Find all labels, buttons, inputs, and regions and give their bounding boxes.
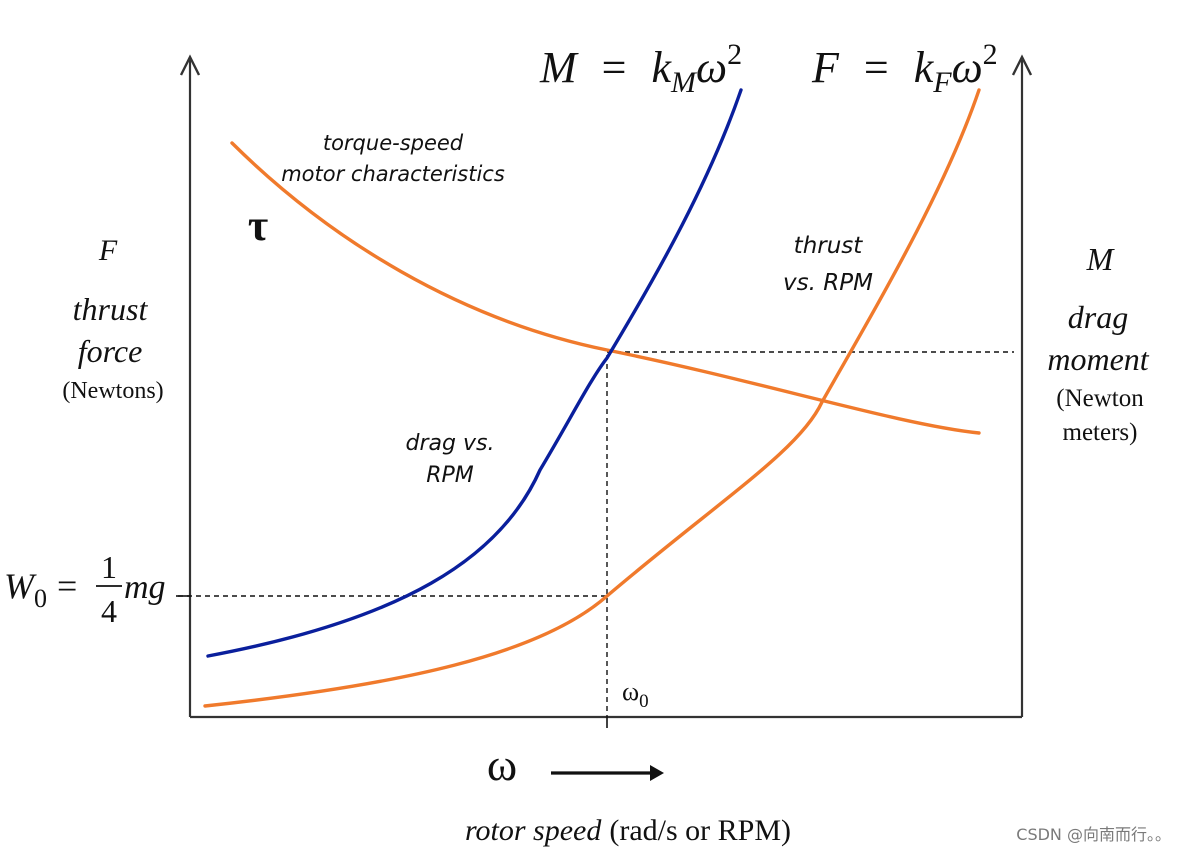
- omega-arrow-icon: [650, 765, 664, 781]
- omega0-label: ω0: [622, 677, 649, 712]
- right-axis-unit1: (Newton: [1056, 385, 1144, 412]
- left-axis-symbol: F: [98, 234, 118, 267]
- thrust-label-line1: thrust: [794, 233, 864, 259]
- drag-label-line1: drag vs.: [406, 431, 495, 456]
- omega-symbol: ω: [487, 739, 517, 790]
- force-formula: F = kFω2: [811, 38, 998, 99]
- svg-text:W0=: W0 =: [4, 566, 77, 613]
- mg-term: mg: [124, 569, 166, 606]
- fraction-numerator: 1: [101, 549, 117, 585]
- torque-label-line1: torque-speed: [323, 131, 464, 155]
- thrust-vs-rpm-curve: [203, 88, 981, 708]
- moment-formula: M = kMω2: [539, 38, 742, 99]
- right-axis-unit2: meters): [1063, 419, 1138, 446]
- drag-label-line2: RPM: [426, 463, 474, 488]
- left-axis-arrow-icon: [179, 54, 201, 76]
- hover-weight-label: W0 = 1 4 mg: [4, 549, 166, 629]
- fraction-denominator: 4: [101, 593, 117, 629]
- torque-label-line2: motor characteristics: [281, 162, 505, 186]
- drag-vs-rpm-curve: [206, 88, 743, 658]
- tau-symbol: τ: [248, 201, 268, 250]
- left-axis-line2: force: [78, 333, 143, 369]
- thrust-label-line2: vs. RPM: [783, 270, 873, 296]
- watermark: CSDN @向南而行。。: [1016, 825, 1171, 844]
- x-axis-label: rotor speed (rad/s or RPM): [465, 814, 791, 847]
- torque-speed-curve: [230, 141, 981, 435]
- right-axis-symbol: M: [1086, 241, 1116, 277]
- right-axis-arrow-icon: [1011, 54, 1033, 76]
- right-axis-line1: drag: [1068, 299, 1128, 335]
- left-axis-unit: (Newtons): [62, 378, 163, 404]
- left-axis-line1: thrust: [73, 291, 149, 327]
- right-axis-line2: moment: [1047, 341, 1149, 377]
